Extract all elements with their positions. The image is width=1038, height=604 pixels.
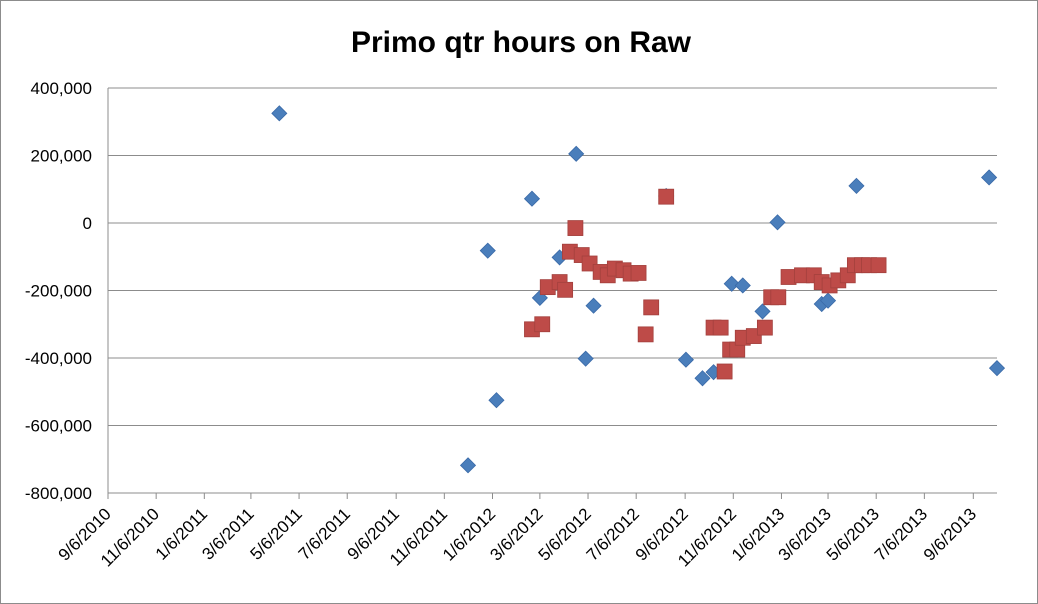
gridlines [108,87,997,426]
y-tick-label: -200,000 [25,282,92,301]
square-marker [756,319,773,336]
square-marker [716,363,733,380]
square-marker [870,257,887,274]
x-tick-label: 9/6/2013 [920,504,980,564]
y-tick-labels: 400,000 200,000 0 -200,000 -400,000 -600,000 -… [25,79,92,503]
diamond-marker [577,350,594,367]
square-marker [630,265,647,281]
diamond-marker [754,303,771,320]
diamond-marker [723,275,740,292]
square-marker [712,319,729,336]
y-tick-label: -400,000 [25,349,92,368]
y-tick-label: -800,000 [25,484,92,503]
diamond-marker [488,392,505,409]
diamond-marker [694,370,711,387]
x-tick-label: 7/6/2011 [295,504,354,563]
x-tick-label: 3/6/2011 [198,504,257,563]
diamond-marker [585,297,602,314]
diamond-marker [734,277,751,294]
square-marker [643,299,660,316]
diamond-marker [988,360,1006,377]
y-tick-label: 400,000 [31,79,92,98]
square-marker [637,326,654,343]
square-marker [567,220,584,236]
y-tick-label: 0 [83,214,92,233]
chart-title: Primo qtr hours on Raw [351,26,692,59]
series-diamond-markers [271,105,1006,474]
diamond-marker [981,169,998,186]
x-tick-label: 7/6/2012 [583,504,643,564]
square-marker [534,316,551,333]
square-marker [557,281,574,298]
series-square-markers [524,188,887,380]
y-tick-label: 200,000 [31,147,92,166]
diamond-marker [848,177,865,194]
diamond-marker [479,242,496,259]
diamond-marker [271,105,288,122]
diamond-marker [819,292,837,309]
square-marker [770,289,787,306]
x-tick-label: 7/6/2013 [871,504,931,564]
x-tick-labels: 9/6/201011/6/20101/6/20113/6/20115/6/201… [55,504,981,570]
y-tick-label: -600,000 [25,417,92,436]
diamond-marker [677,351,694,368]
diamond-marker [523,190,541,207]
diamond-marker [459,457,477,474]
x-tick-label: 5/6/2011 [247,504,306,563]
square-marker [658,188,675,205]
diamond-marker [769,214,786,231]
square-marker [780,269,797,285]
axes [107,88,997,499]
diamond-marker [568,145,585,162]
